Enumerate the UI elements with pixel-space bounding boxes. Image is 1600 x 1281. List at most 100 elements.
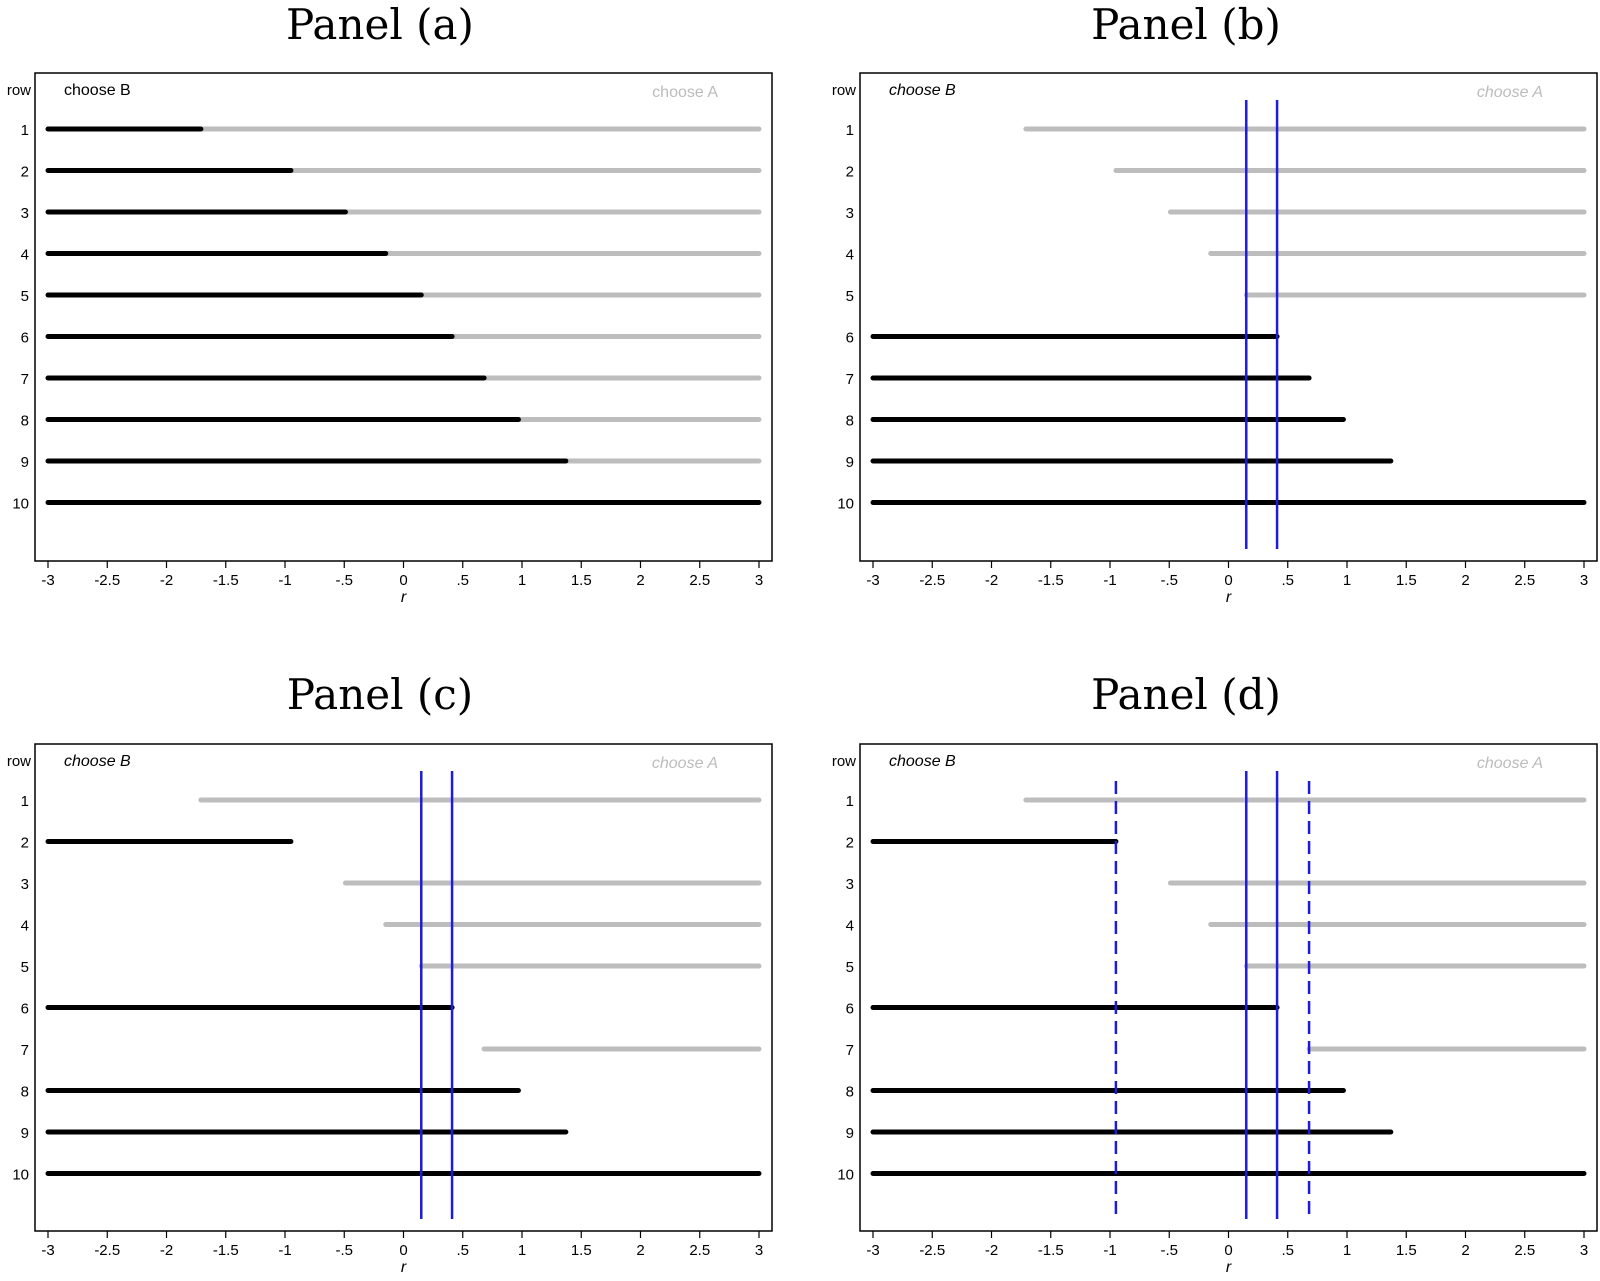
panel-c-row-label-6: 6 [21,1001,29,1018]
panel-c-row-label-7: 7 [21,1042,29,1059]
panel-c-xtick-label-10: 2 [636,1242,644,1259]
panel-c-xtick-label-0: -3 [41,1242,54,1259]
panel-c-xtick-label-12: 3 [755,1242,763,1259]
panel-b-xtick-label-7: .5 [1281,572,1294,589]
panel-c-row-label-1: 1 [21,793,29,810]
panel-b-xtick-label-6: 0 [1224,572,1232,589]
panel-b-row-label-1: 1 [846,122,854,139]
panel-c-xtick-label-9: 1.5 [571,1242,592,1259]
panel-a-ylabel: row [7,82,31,99]
panel-c-xlabel: r [401,1259,407,1276]
panel-b-title: Panel (b) [1091,0,1281,49]
panel-d-plot-frame [859,743,1598,1232]
panel-b-legend-choose-b: choose B [889,82,956,99]
panel-b-row-label-2: 2 [846,164,854,181]
panel-a-row-label-2: 2 [21,164,29,181]
panel-d-title: Panel (d) [1091,670,1281,719]
panel-d-xtick-label-1: -2.5 [919,1242,945,1259]
panel-d-xtick-label-9: 1.5 [1396,1242,1417,1259]
panel-d-row-label-6: 6 [846,1001,854,1018]
panel-a-xtick-label-4: -1 [278,572,291,589]
panel-a-row-label-7: 7 [21,371,29,388]
panel-d-xtick-label-12: 3 [1580,1242,1588,1259]
panel-a-plot-frame [34,72,773,562]
panel-a-xtick-label-6: 0 [399,572,407,589]
panel-a-title: Panel (a) [286,0,474,49]
panel-d-xtick-label-6: 0 [1224,1242,1232,1259]
panel-b-ylabel: row [832,82,856,99]
panel-b-row-label-8: 8 [846,413,854,430]
panel-b-xtick-label-11: 2.5 [1514,572,1535,589]
panel-d-row-label-1: 1 [846,793,854,810]
panel-c-row-label-10: 10 [12,1167,29,1184]
panel-d-xtick-label-5: -.5 [1160,1242,1178,1259]
panel-c-row-label-8: 8 [21,1084,29,1101]
panel-b-xlabel: r [1226,589,1232,606]
panel-c-xtick-label-4: -1 [278,1242,291,1259]
panel-b-xtick-label-5: -.5 [1160,572,1178,589]
panel-b-xtick-label-1: -2.5 [919,572,945,589]
panel-a-xlabel: r [401,589,407,606]
panel-d-xtick-label-2: -2 [985,1242,998,1259]
panel-a-row-label-3: 3 [21,205,29,222]
panel-d-legend-choose-a: choose A [1477,755,1543,772]
panel-a-xtick-label-10: 2 [636,572,644,589]
panel-a-xtick-label-0: -3 [41,572,54,589]
panel-b-xtick-label-10: 2 [1461,572,1469,589]
panel-b-xtick-label-0: -3 [866,572,879,589]
panel-a-xtick-label-11: 2.5 [689,572,710,589]
panel-b-row-label-4: 4 [846,247,854,264]
panel-c-row-label-5: 5 [21,959,29,976]
panel-d-xtick-label-7: .5 [1281,1242,1294,1259]
panel-c-legend-choose-b: choose B [64,753,131,770]
panel-d-row-label-10: 10 [837,1167,854,1184]
panel-a-xtick-label-1: -2.5 [94,572,120,589]
panel-a-legend-choose-a: choose A [652,84,718,101]
panel-a-xtick-label-9: 1.5 [571,572,592,589]
panel-b-xtick-label-4: -1 [1103,572,1116,589]
panel-d-row-label-4: 4 [846,918,854,935]
panel-d-xtick-label-8: 1 [1343,1242,1351,1259]
panel-d-xtick-label-10: 2 [1461,1242,1469,1259]
panel-c-xtick-label-8: 1 [518,1242,526,1259]
panel-d-ylabel: row [832,753,856,770]
panel-c-row-label-4: 4 [21,918,29,935]
panel-a-xtick-label-7: .5 [456,572,469,589]
panel-c-ylabel: row [7,753,31,770]
panel-b-row-label-6: 6 [846,330,854,347]
panel-c-plot-frame [34,743,773,1232]
panel-b-row-label-9: 9 [846,454,854,471]
panel-d-row-label-5: 5 [846,959,854,976]
panel-a-row-label-4: 4 [21,247,29,264]
panel-a-row-label-5: 5 [21,288,29,305]
panel-d-legend-choose-b: choose B [889,753,956,770]
panel-b-xtick-label-8: 1 [1343,572,1351,589]
panel-d-row-label-9: 9 [846,1125,854,1142]
panel-b-xtick-label-12: 3 [1580,572,1588,589]
panel-a-xtick-label-2: -2 [160,572,173,589]
panel-a-xtick-label-12: 3 [755,572,763,589]
panel-d-xtick-label-3: -1.5 [1038,1242,1064,1259]
panel-c-xtick-label-6: 0 [399,1242,407,1259]
panel-d-row-label-7: 7 [846,1042,854,1059]
panel-d-xlabel: r [1226,1259,1232,1276]
panel-c-xtick-label-5: -.5 [335,1242,353,1259]
panel-a-xtick-label-8: 1 [518,572,526,589]
panel-c-xtick-label-1: -2.5 [94,1242,120,1259]
panel-b-legend-choose-a: choose A [1477,84,1543,101]
panel-d-row-label-8: 8 [846,1084,854,1101]
panel-d-xtick-label-11: 2.5 [1514,1242,1535,1259]
panel-a-row-label-8: 8 [21,413,29,430]
panel-a-row-label-9: 9 [21,454,29,471]
panel-c-xtick-label-11: 2.5 [689,1242,710,1259]
panel-b-xtick-label-2: -2 [985,572,998,589]
panel-b-row-label-10: 10 [837,496,854,513]
panel-d-xtick-label-4: -1 [1103,1242,1116,1259]
panel-a-row-label-10: 10 [12,496,29,513]
panel-c-xtick-label-2: -2 [160,1242,173,1259]
panel-b-row-label-5: 5 [846,288,854,305]
panel-b-row-label-3: 3 [846,205,854,222]
panel-c-row-label-3: 3 [21,876,29,893]
panel-d-row-label-3: 3 [846,876,854,893]
